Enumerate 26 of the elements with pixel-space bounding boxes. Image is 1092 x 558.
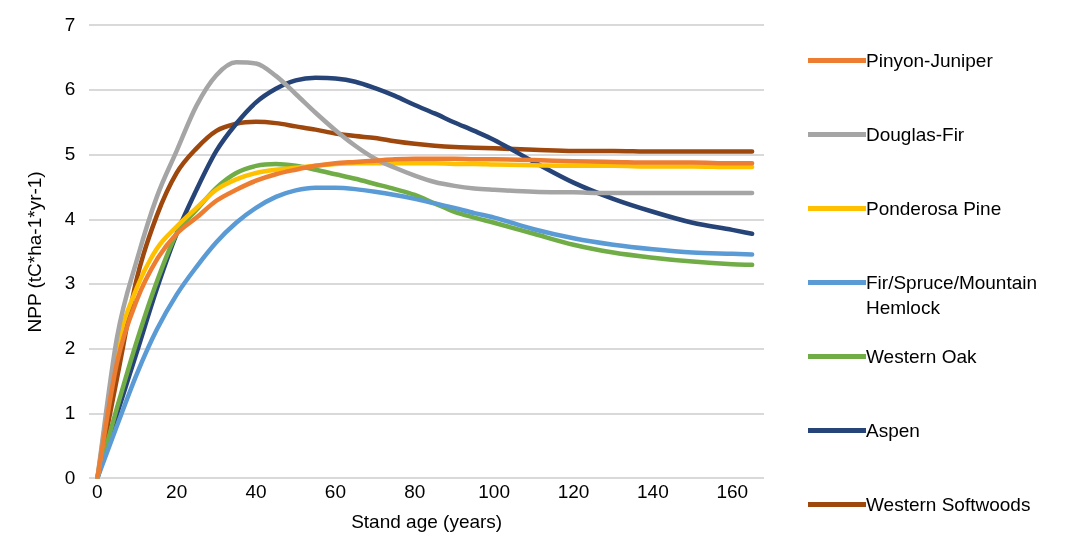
- legend-label: Western Softwoods: [866, 493, 1032, 517]
- x-tick-label: 160: [716, 481, 749, 503]
- x-tick-label: 20: [166, 481, 188, 503]
- x-tick-label: 120: [557, 481, 590, 503]
- y-tick-label: 1: [64, 401, 76, 423]
- x-axis-title: Stand age (years): [351, 510, 503, 532]
- x-tick-label: 0: [92, 481, 103, 503]
- x-tick-label: 100: [478, 481, 510, 503]
- y-tick-label: 3: [64, 272, 76, 294]
- y-tick-label: 2: [64, 337, 76, 359]
- x-tick-label: 80: [404, 481, 426, 503]
- y-axis-title: NPP (tC*ha-1*yr-1): [23, 171, 45, 333]
- x-tick-label: 40: [245, 481, 267, 503]
- legend-label: Douglas-Fir: [866, 123, 966, 147]
- y-tick-label: 0: [64, 466, 76, 488]
- x-tick-label: 140: [637, 481, 669, 503]
- legend-label: Ponderosa Pine: [866, 197, 1003, 221]
- legend-label: Fir/Spruce/Mountain Hemlock: [866, 271, 1039, 320]
- y-tick-label: 7: [64, 13, 76, 35]
- legend-label: Aspen: [866, 419, 921, 443]
- x-tick-label: 60: [324, 481, 346, 503]
- y-tick-label: 5: [64, 143, 76, 165]
- legend-label: Western Oak: [866, 345, 978, 369]
- y-tick-label: 6: [64, 78, 76, 100]
- y-tick-label: 4: [64, 207, 76, 229]
- legend-label: Pinyon-Juniper: [866, 49, 994, 73]
